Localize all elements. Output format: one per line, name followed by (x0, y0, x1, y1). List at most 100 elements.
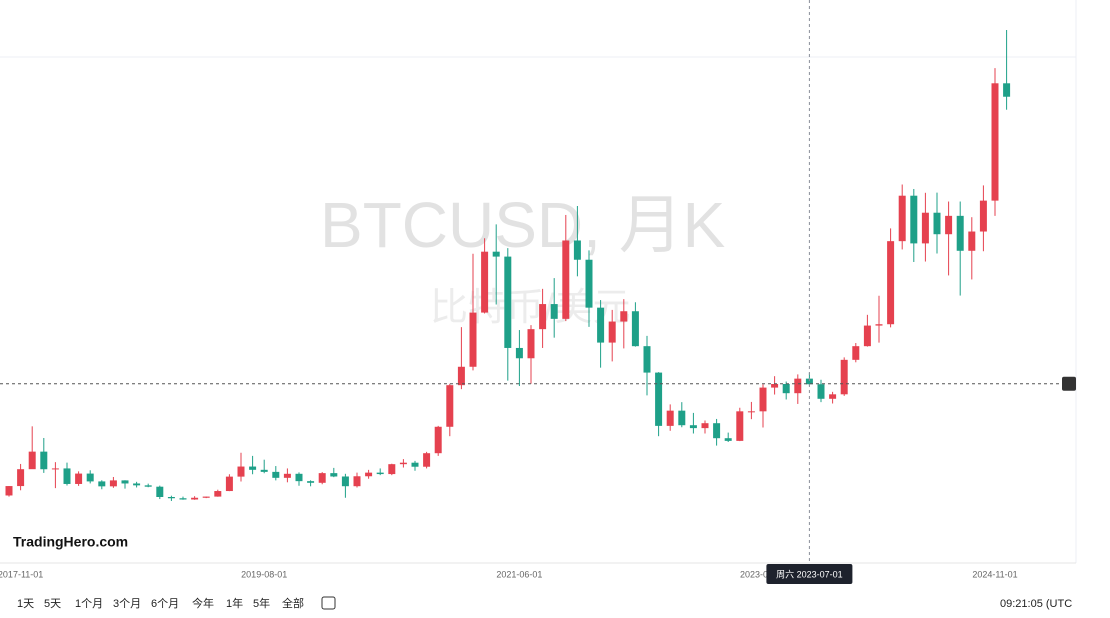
candle-body (585, 259, 593, 308)
candle-body (283, 473, 291, 478)
x-tick-label: 2023-03-01 (740, 569, 786, 579)
candle-body (376, 472, 384, 475)
candle-body (747, 411, 755, 413)
range-button[interactable]: 3个月 (113, 597, 141, 610)
candle-body (979, 200, 987, 232)
candle-body (573, 240, 581, 260)
candle-body (492, 251, 500, 257)
candle-body (504, 256, 512, 348)
candle-body (167, 496, 175, 499)
candle-body (411, 462, 419, 467)
crosshair-time-label: 周六 2023-07-01 (776, 568, 843, 579)
clock: 09:21:05 (UTC (1000, 598, 1072, 610)
range-button[interactable]: 5天 (44, 598, 61, 610)
x-tick-label: 2017-11-01 (0, 569, 43, 579)
candle-body (666, 410, 674, 426)
candle-body (423, 453, 431, 467)
candle-body (515, 347, 523, 359)
candle-body (353, 476, 361, 487)
candle-body (550, 304, 558, 319)
toolbar: 1天 5天 1个月 3个月 6个月 今年 1年 5年 全部 (17, 596, 336, 610)
candle-body (295, 473, 303, 482)
candle-body (608, 321, 616, 343)
brand-logo: TradingHero.com (13, 534, 128, 550)
candle-body (1003, 83, 1011, 97)
candle-body (829, 394, 837, 399)
candle-body (933, 212, 941, 235)
candle-body (991, 83, 999, 201)
candle-body (655, 372, 663, 426)
candle-body (956, 215, 964, 251)
candle-body (5, 486, 13, 496)
candle-body (678, 410, 686, 426)
candle-body (202, 496, 210, 498)
candle-body (98, 481, 106, 487)
candle-body (759, 387, 767, 412)
candle-body (40, 451, 48, 470)
candle-body (910, 195, 918, 244)
candle-body (457, 366, 465, 386)
candle-body (887, 241, 895, 325)
candle-body (121, 480, 129, 484)
range-button[interactable]: 全部 (282, 596, 304, 610)
candle-body (225, 476, 233, 492)
candle-body (318, 473, 326, 483)
candle-body (341, 476, 349, 487)
x-tick-label: 2021-06-01 (496, 569, 542, 579)
watermark-title: BTCUSD, 月K (320, 189, 725, 261)
range-button[interactable]: 今年 (192, 596, 214, 610)
candle-body (63, 468, 71, 484)
candle-body (330, 473, 338, 477)
candle-body (921, 212, 929, 244)
date-range-icon[interactable] (321, 596, 336, 610)
candle-body (28, 451, 36, 470)
candle-body (191, 497, 199, 500)
candle-body (527, 329, 535, 359)
candle-body (898, 195, 906, 242)
candle-body (840, 359, 848, 395)
candle-body (701, 423, 709, 429)
crosshair-time-box (766, 564, 853, 584)
candle-body (214, 491, 222, 497)
x-tick-label: 2019-08-01 (241, 569, 287, 579)
candle-body (631, 311, 639, 347)
candle-body (817, 384, 825, 399)
candle-body (597, 307, 605, 343)
candle-body (17, 469, 25, 487)
candle-body (388, 464, 396, 475)
candle-body (562, 240, 570, 319)
candle-body (249, 466, 257, 470)
candle-body (109, 480, 117, 487)
candle-body (794, 378, 802, 394)
range-button[interactable]: 1个月 (75, 597, 103, 610)
crosshair-price-button (1062, 376, 1076, 391)
candle-body (365, 472, 373, 477)
candle-body (620, 311, 628, 322)
candle-body (782, 384, 790, 394)
candle-body (724, 438, 732, 441)
candle-body (469, 312, 477, 367)
candle-body (945, 215, 953, 235)
candle-body (689, 425, 697, 429)
candle-body (272, 471, 280, 478)
candle-body (399, 462, 407, 465)
candle-body (133, 483, 141, 486)
candle-body (736, 411, 744, 441)
candle-body (643, 346, 651, 373)
range-button[interactable]: 5年 (253, 596, 270, 610)
candle-body (75, 473, 83, 484)
range-button[interactable]: 1年 (226, 596, 243, 610)
candle-body (260, 469, 268, 472)
candle-body (481, 251, 489, 313)
x-tick-label: 2024-11-01 (972, 569, 1017, 579)
candle-body (713, 423, 721, 439)
candle-body (968, 231, 976, 251)
candle-body (852, 346, 860, 360)
range-button[interactable]: 1天 (17, 598, 34, 610)
candle-body (446, 385, 454, 427)
range-button[interactable]: 6个月 (151, 597, 179, 610)
candle-body (539, 304, 547, 330)
candle-body (144, 485, 152, 487)
